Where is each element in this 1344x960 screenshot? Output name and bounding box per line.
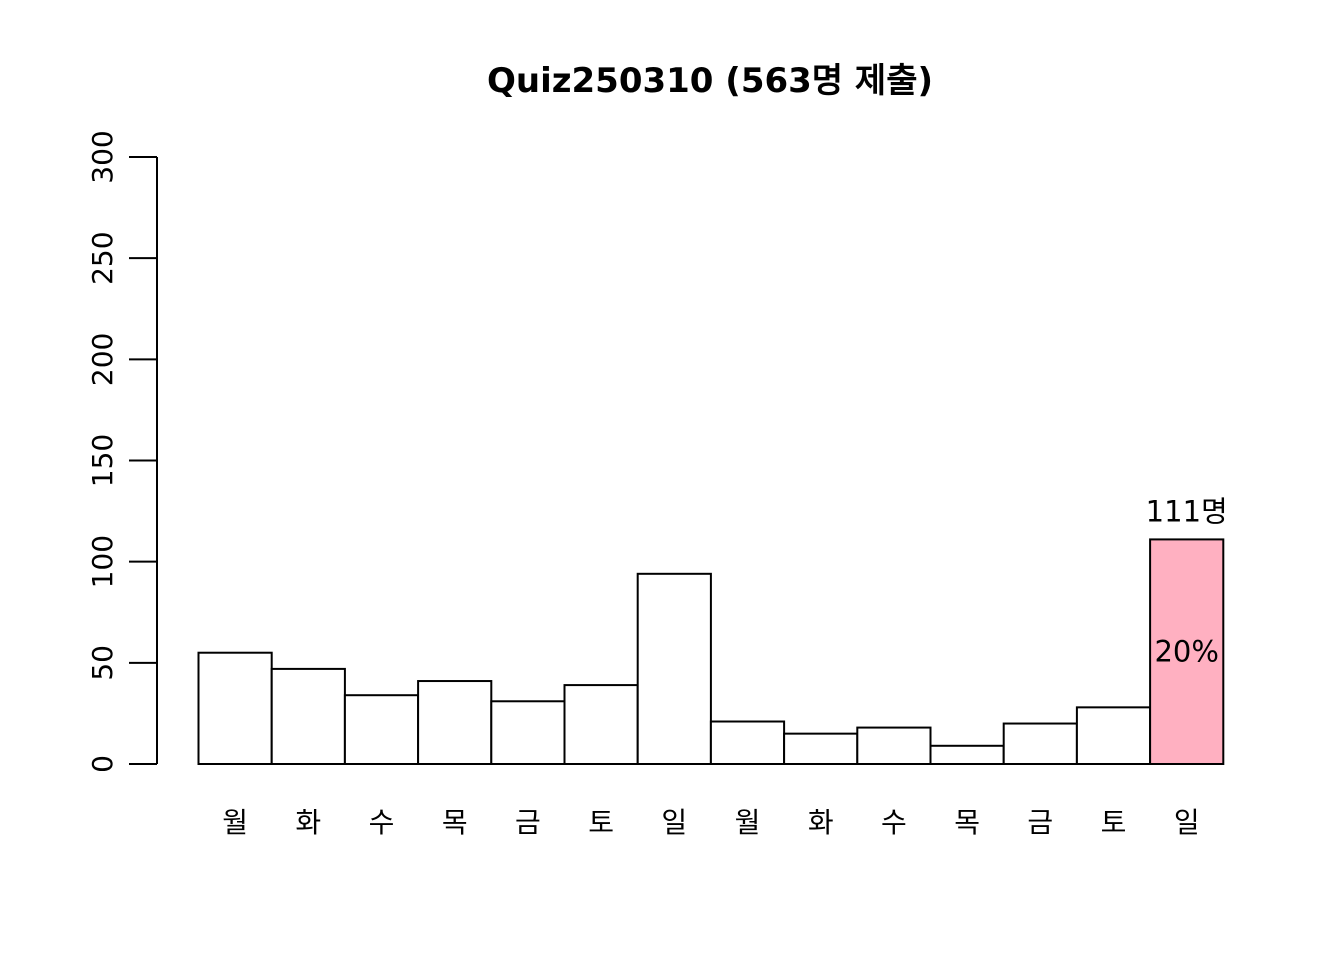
bar — [270, 667, 346, 765]
y-tick-label: 250 — [86, 231, 119, 284]
bar — [197, 651, 273, 766]
y-tick-label: 150 — [86, 434, 119, 487]
x-tick-label: 금 — [1027, 806, 1053, 839]
bar — [929, 744, 1005, 765]
x-tick-label: 월 — [222, 806, 248, 839]
y-tick-label: 0 — [86, 755, 119, 773]
bar — [783, 732, 859, 766]
bar — [490, 700, 566, 766]
x-tick-label: 일 — [1174, 806, 1200, 839]
x-tick-label: 화 — [808, 806, 834, 839]
x-tick-label: 수 — [369, 806, 395, 839]
x-tick-label: 목 — [954, 806, 980, 839]
y-tick-label: 200 — [86, 333, 119, 386]
bar-highlighted — [1149, 538, 1225, 765]
x-tick-label: 일 — [661, 806, 687, 839]
bar — [343, 694, 420, 765]
highlight-percent-label: 20% — [1154, 635, 1218, 669]
highlight-count-label: 111명 — [1146, 494, 1228, 528]
bar — [1075, 706, 1152, 766]
bar — [856, 726, 932, 766]
x-tick-label: 토 — [1101, 806, 1127, 839]
x-tick-label: 월 — [735, 806, 761, 839]
x-tick-label: 수 — [881, 806, 907, 839]
y-tick-label: 300 — [86, 130, 119, 183]
bar — [563, 684, 639, 766]
x-tick-label: 화 — [295, 806, 321, 839]
bar — [709, 720, 786, 766]
x-tick-label: 토 — [588, 806, 614, 839]
y-tick-label: 100 — [86, 535, 119, 588]
x-tick-label: 금 — [515, 806, 541, 839]
bars — [197, 538, 1225, 766]
bar — [417, 680, 493, 765]
bar — [636, 572, 712, 765]
chart-title: Quiz250310 (563명 제출) — [487, 61, 933, 101]
y-tick-label: 50 — [86, 645, 119, 681]
x-tick-label: 목 — [442, 806, 468, 839]
bar — [1002, 722, 1078, 765]
y-axis: 0 50 100 150 200 250 300 — [86, 130, 158, 773]
